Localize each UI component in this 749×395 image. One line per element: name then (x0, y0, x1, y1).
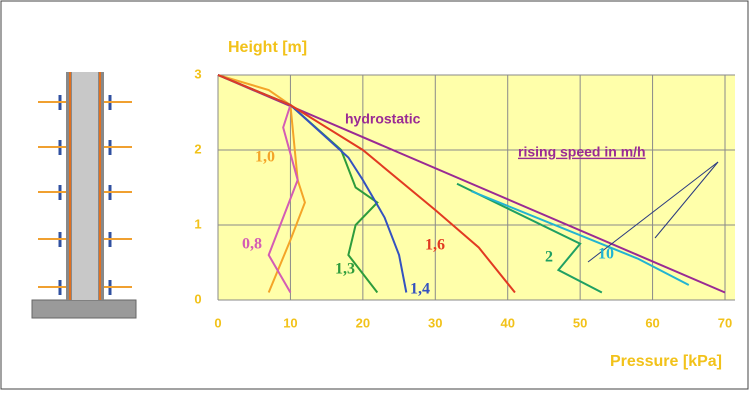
x-tick-label: 70 (718, 315, 732, 330)
x-tick-label: 30 (428, 315, 442, 330)
pointer-lines (587, 161, 719, 263)
y-tick-label: 0 (194, 291, 201, 306)
annotation: hydrostatic (345, 111, 421, 127)
x-tick-label: 0 (214, 315, 221, 330)
series-line (217, 74, 726, 294)
series-label: 1,3 (335, 261, 355, 278)
series-line (456, 182, 603, 294)
series-label: 10 (598, 246, 614, 263)
annotation: rising speed in m/h (518, 144, 646, 160)
x-axis-title: Pressure [kPa] (610, 353, 722, 370)
y-tick-label: 2 (194, 141, 201, 156)
series-label: 1,4 (410, 281, 430, 298)
column-drawing (31, 72, 137, 319)
series-label: 1,6 (425, 237, 445, 254)
x-tick-label: 50 (573, 315, 587, 330)
x-tick-label: 60 (645, 315, 659, 330)
y-axis-title: Height [m] (228, 39, 307, 56)
y-tick-label: 3 (194, 66, 201, 81)
series-label: 2 (545, 249, 553, 266)
series-label: 0,8 (242, 236, 262, 253)
x-tick-label: 10 (283, 315, 297, 330)
x-tick-label: 40 (500, 315, 514, 330)
y-tick-label: 1 (194, 216, 201, 231)
series-line (217, 74, 516, 294)
x-tick-label: 20 (356, 315, 370, 330)
series-line (471, 190, 690, 286)
series-label: 1,0 (255, 149, 275, 166)
